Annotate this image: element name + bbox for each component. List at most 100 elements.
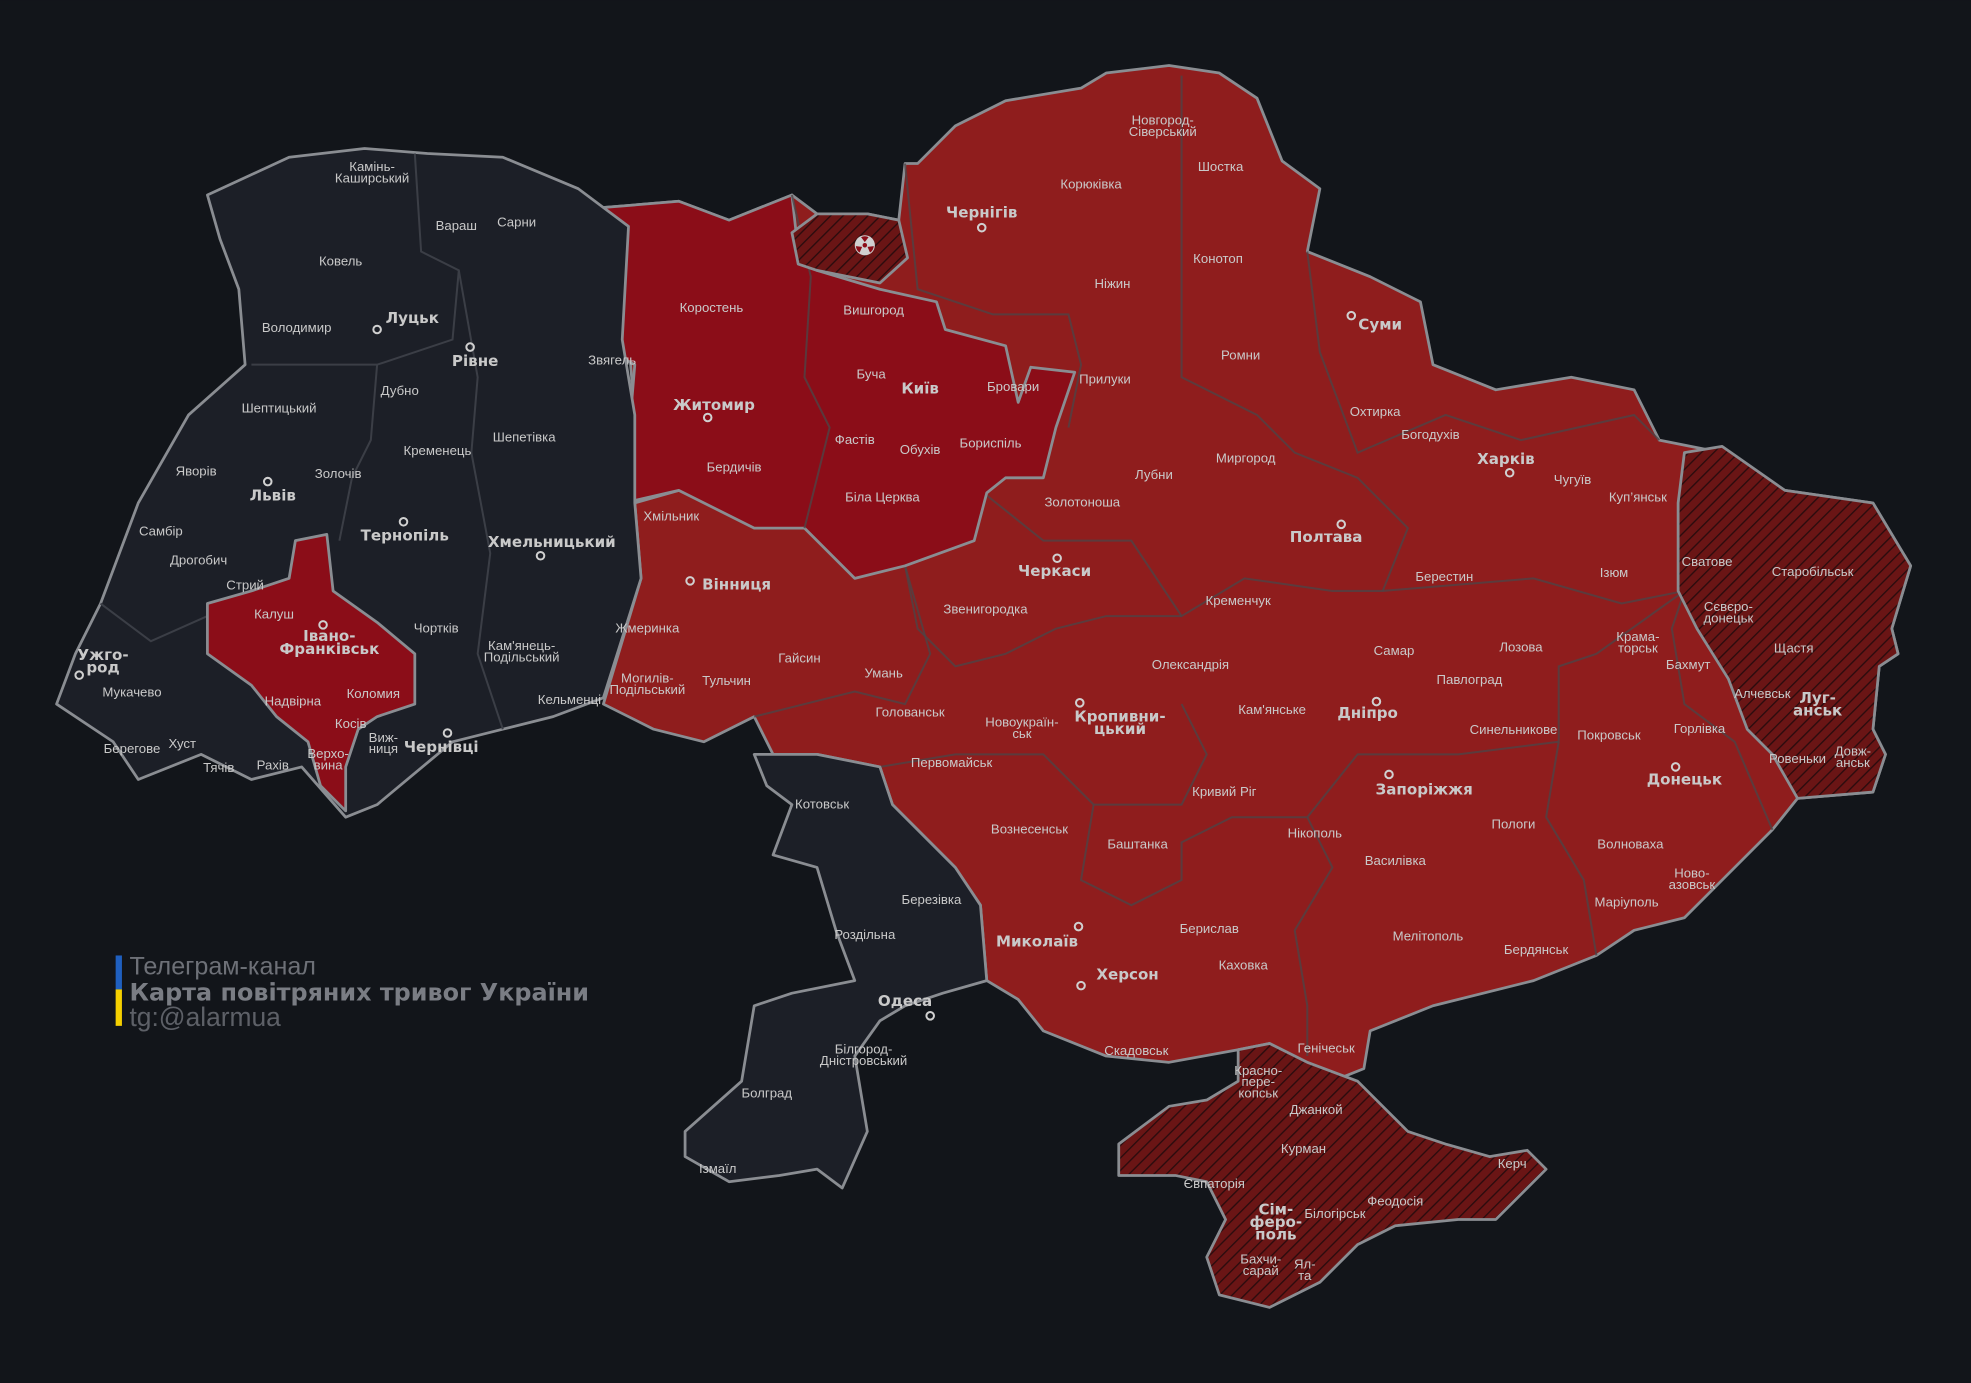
region-west-no-alert[interactable]: [55, 147, 643, 819]
district-label: Куп’янськ: [1609, 490, 1667, 505]
district-label: Конотоп: [1193, 251, 1243, 266]
district-label: Дрогобич: [170, 553, 227, 568]
district-label: Олександрія: [1152, 657, 1229, 672]
district-label: Ніжин: [1094, 276, 1130, 291]
district-label: Маріуполь: [1595, 894, 1659, 909]
district-label: Камінь-Каширський: [335, 159, 409, 185]
oblast-border: [753, 565, 932, 718]
district-label: Старобільськ: [1772, 564, 1854, 579]
district-label: Яворів: [176, 463, 217, 478]
district-label: Мукачево: [102, 685, 161, 700]
city-marker-icon: [1336, 519, 1347, 530]
district-label: Гайсин: [778, 651, 820, 666]
district-label: Чортків: [414, 620, 459, 635]
region-luhansk[interactable]: [1676, 444, 1913, 800]
region-odesa[interactable]: [683, 752, 989, 1190]
district-label: Миргород: [1216, 451, 1276, 466]
district-label: Шепетівка: [493, 429, 556, 444]
district-label: Скадовськ: [1104, 1043, 1168, 1058]
district-label: Надвірна: [265, 693, 322, 708]
district-label: Калуш: [254, 607, 294, 622]
region-ivano-frankivsk[interactable]: [206, 532, 417, 813]
legend-channel-label: Телеграм-канал: [129, 952, 316, 980]
district-label: Сватове: [1682, 554, 1733, 569]
district-label: Березівка: [902, 892, 962, 907]
region-crimea[interactable]: [1117, 1042, 1548, 1309]
district-label: Кривий Ріг: [1192, 784, 1257, 799]
district-label: Косів: [335, 716, 367, 731]
legend-title: Карта повітряних тривог України: [129, 979, 589, 1007]
district-label: Самар: [1374, 643, 1415, 658]
district-label: Берестин: [1415, 569, 1473, 584]
district-label: Чугуїв: [1554, 472, 1591, 487]
city-marker-icon: [398, 517, 409, 527]
city-marker-icon: [925, 1011, 935, 1021]
oblast-center-label: Суми: [1358, 315, 1402, 333]
city-marker-icon: [74, 670, 84, 680]
oblast-border: [904, 163, 1083, 428]
district-label: Кам'янське: [1238, 702, 1306, 717]
city-marker-icon: [976, 222, 987, 233]
district-label: Золочів: [315, 466, 362, 481]
district-label: Ромни: [1221, 348, 1260, 363]
city-marker-icon: [1371, 696, 1382, 707]
district-label: Курман: [1281, 1141, 1326, 1156]
district-label: Сєвєро-донецьк: [1703, 599, 1753, 625]
city-marker-icon: [372, 324, 382, 335]
district-label: Євпаторія: [1184, 1176, 1245, 1191]
district-label: Коломия: [347, 686, 400, 701]
district-label: Ковель: [319, 253, 362, 268]
city-marker-icon: [262, 476, 273, 487]
district-label: Синельникове: [1470, 722, 1558, 737]
district-label: Ровеньки: [1769, 751, 1826, 766]
district-label: Виж-ниця: [369, 730, 398, 756]
district-label: Шептицький: [242, 400, 317, 415]
city-marker-icon: [1074, 698, 1085, 708]
district-label: Алчевськ: [1734, 686, 1791, 701]
oblast-center-label: Луцьк: [386, 309, 440, 327]
oblast-border: [99, 602, 208, 643]
oblast-border: [979, 489, 1685, 618]
district-label: Верхо-вина: [307, 746, 349, 772]
legend-telegram-handle[interactable]: tg:@alarmua: [129, 1002, 281, 1032]
district-label: Охтирка: [1350, 404, 1401, 419]
district-label: Шостка: [1198, 159, 1244, 174]
district-label: Бахмут: [1666, 657, 1710, 672]
district-label: Покровськ: [1577, 727, 1641, 742]
district-label: Кременець: [404, 443, 472, 458]
district-label: Вишгород: [843, 302, 904, 317]
city-marker-icon: [442, 728, 453, 738]
district-label: Довж-анськ: [1835, 744, 1871, 770]
oblast-border: [904, 565, 1182, 668]
oblast-center-label: Кропивни-цький: [1074, 708, 1165, 739]
oblast-border: [1545, 741, 1598, 956]
city-marker-icon: [465, 342, 475, 352]
district-label: Тульчин: [702, 673, 751, 688]
district-label: Хуст: [168, 736, 196, 751]
city-marker-icon: [1670, 762, 1681, 772]
region-chornobyl-zone[interactable]: [790, 212, 909, 285]
oblast-border: [457, 270, 504, 730]
district-label: Дубно: [381, 383, 419, 398]
oblast-center-label: Рівне: [452, 352, 498, 370]
district-label: Берегове: [104, 741, 161, 756]
district-label: Бердянськ: [1504, 942, 1569, 957]
oblast-center-label: Вінниця: [702, 576, 771, 594]
district-label: Пологи: [1492, 817, 1536, 832]
district-label: Бориспіль: [960, 436, 1022, 451]
district-label: Мелітополь: [1393, 928, 1464, 943]
district-label: Самбір: [139, 524, 183, 539]
district-label: Ново-азовськ: [1669, 866, 1716, 892]
district-label: Феодосія: [1367, 1194, 1423, 1209]
district-label: Щастя: [1774, 641, 1814, 656]
district-label: Керч: [1498, 1156, 1527, 1171]
district-label: Волноваха: [1597, 837, 1664, 852]
oblast-center-label: Київ: [901, 380, 939, 398]
district-label: Бахчи-сарай: [1240, 1251, 1281, 1277]
city-marker-icon: [1384, 769, 1394, 780]
oblast-center-label: Чернігів: [946, 204, 1017, 222]
district-label: Білгород-Дністровський: [820, 1042, 907, 1068]
district-label: Горлівка: [1674, 721, 1726, 736]
district-label: Звягель: [588, 353, 636, 368]
